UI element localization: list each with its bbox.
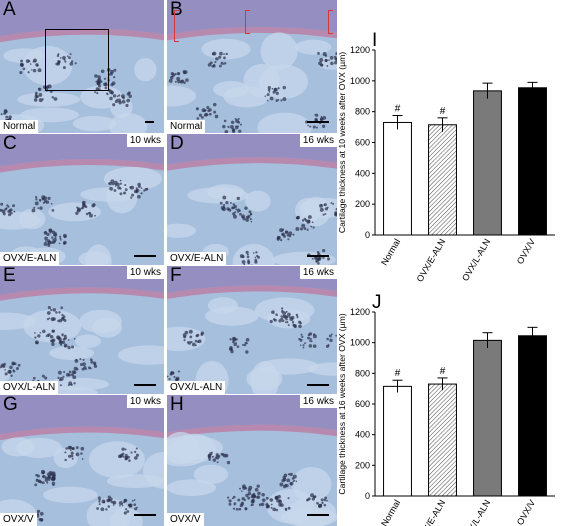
category-label: Normal (379, 498, 402, 526)
y-tick-label: 800 (355, 107, 370, 117)
panel-letter: F (170, 266, 182, 286)
panel-letter: H (170, 395, 184, 415)
micrograph-panel-d: D 16 wks OVX/E-ALN (167, 134, 337, 265)
y-tick-label: 0 (365, 230, 370, 240)
category-label: OVX/V (515, 498, 537, 526)
micrograph-panel-b: B Normal (167, 0, 337, 133)
scale-bar (134, 255, 156, 257)
scale-bar (307, 514, 329, 516)
y-tick-label: 400 (355, 168, 370, 178)
significance-mark: # (440, 366, 446, 377)
category-label: OVX/L-ALN (460, 237, 492, 283)
tissue-texture (167, 134, 337, 265)
tissue-texture (0, 0, 164, 133)
micrograph-panel-g: G 10 wks OVX/V (0, 395, 164, 526)
cartilage-thickness-marker-left (174, 10, 179, 42)
cartilage-thickness-marker-mid (245, 10, 250, 34)
scale-bar (307, 384, 329, 386)
tissue-texture (167, 0, 337, 133)
micrograph-panel-f: F 16 wks OVX/L-ALN (167, 266, 337, 394)
bar-normal (383, 121, 412, 236)
category-label: OVX/L-ALN (460, 498, 492, 526)
bar-ovx-l-aln (473, 339, 502, 497)
bar-ovx-e-aln (428, 124, 457, 236)
micrograph-panel-a: A Normal (0, 0, 164, 133)
cartilage-thickness-marker-right (328, 10, 333, 34)
category-label: Normal (379, 237, 402, 267)
y-tick-label: 200 (355, 460, 370, 470)
scale-bar (134, 384, 156, 386)
y-axis-label: Cartilage thickness at 16 weeks after OV… (337, 313, 347, 494)
region-of-interest-box (45, 29, 109, 91)
panel-letter: A (3, 0, 16, 20)
timepoint-label: 10 wks (126, 266, 164, 279)
chart-panel-letter: J (372, 292, 382, 313)
y-tick-label: 1200 (350, 307, 370, 317)
scale-bar (145, 121, 154, 123)
group-label: OVX/L-ALN (167, 381, 226, 394)
micrograph-panel-e: E 10 wks OVX/L-ALN (0, 266, 164, 394)
category-label: OVX/E-ALN (415, 237, 448, 284)
tissue-texture (167, 395, 337, 526)
micrograph-panel-c: C 10 wks OVX/E-ALN (0, 134, 164, 265)
bar-ovx-v (518, 87, 547, 236)
scale-bar (307, 121, 329, 123)
y-tick-label: 1200 (350, 45, 370, 55)
panel-letter: C (3, 134, 17, 154)
group-label: OVX/L-ALN (0, 381, 59, 394)
bar-normal (383, 385, 412, 497)
y-tick-label: 600 (355, 399, 370, 409)
significance-mark: # (395, 368, 401, 379)
y-tick-label: 1000 (350, 76, 370, 86)
y-tick-label: 400 (355, 430, 370, 440)
panel-letter: G (3, 395, 18, 415)
tissue-texture (0, 134, 164, 265)
significance-mark: # (395, 104, 401, 115)
timepoint-label: 16 wks (299, 266, 337, 279)
micrograph-panel-h: H 16 wks OVX/V (167, 395, 337, 526)
timepoint-label: 16 wks (299, 134, 337, 147)
group-label: OVX/V (0, 513, 37, 526)
bar-ovx-v (518, 335, 547, 497)
timepoint-label: 10 wks (126, 134, 164, 147)
y-axis-label: Cartilage thickness at 10 weeks after OV… (337, 52, 347, 233)
bar-ovx-l-aln (473, 90, 502, 236)
timepoint-label: 16 wks (299, 395, 337, 408)
scale-bar (307, 255, 329, 257)
tissue-texture (167, 266, 337, 394)
significance-mark: # (440, 106, 446, 117)
chart-panel-letter: I (372, 30, 377, 51)
panel-letter: E (3, 266, 16, 286)
group-label: Normal (167, 120, 206, 133)
bar-ovx-e-aln (428, 383, 457, 497)
y-tick-label: 200 (355, 199, 370, 209)
category-label: OVX/V (515, 237, 537, 266)
group-label: OVX/E-ALN (0, 252, 60, 265)
timepoint-label: 10 wks (126, 395, 164, 408)
tissue-texture (0, 395, 164, 526)
scale-bar (134, 514, 156, 516)
group-label: OVX/E-ALN (167, 252, 227, 265)
y-tick-label: 800 (355, 368, 370, 378)
y-tick-label: 600 (355, 138, 370, 148)
panel-letter: D (170, 134, 184, 154)
tissue-texture (0, 266, 164, 394)
group-label: Normal (0, 120, 39, 133)
group-label: OVX/V (167, 513, 204, 526)
y-tick-label: 0 (365, 491, 370, 501)
category-label: OVX/E-ALN (415, 498, 448, 526)
y-tick-label: 1000 (350, 338, 370, 348)
